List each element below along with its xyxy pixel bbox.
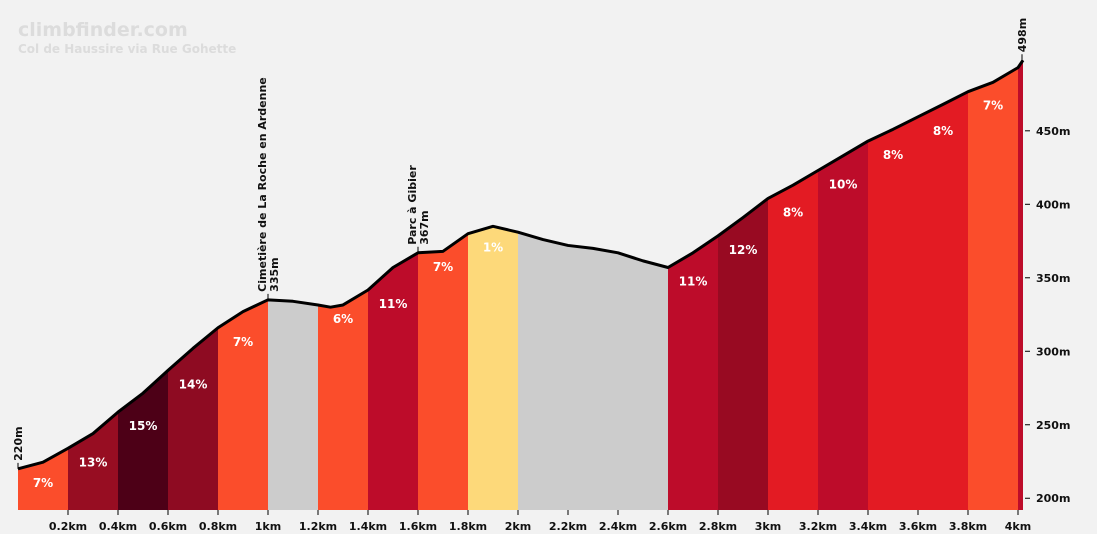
- grade-segment: [218, 299, 268, 510]
- grade-label: 7%: [33, 476, 53, 490]
- grade-segment: [818, 141, 868, 511]
- y-tick-label: 450m: [1036, 125, 1070, 138]
- x-tick-label: 3km: [755, 520, 781, 533]
- x-tick-label: 2.4km: [599, 520, 637, 533]
- grade-segment: [518, 232, 668, 510]
- annotation-elevation: 220m: [12, 426, 25, 460]
- x-tick-label: 4km: [1005, 520, 1031, 533]
- grade-label: 7%: [433, 260, 453, 274]
- y-tick-label: 350m: [1036, 272, 1070, 285]
- y-tick-label: 250m: [1036, 419, 1070, 432]
- grade-segment: [118, 370, 168, 510]
- x-tick-label: 0.4km: [99, 520, 137, 533]
- grade-label: 8%: [883, 148, 903, 162]
- grade-segment: [768, 170, 818, 510]
- grade-label: 1%: [483, 241, 503, 255]
- annotation-elevation: 498m: [1016, 18, 1029, 52]
- grade-label: 8%: [933, 124, 953, 138]
- x-tick-label: 1.2km: [299, 520, 337, 533]
- x-tick-label: 1.4km: [349, 520, 387, 533]
- x-tick-label: 2.8km: [699, 520, 737, 533]
- grade-segment: [418, 233, 468, 510]
- grade-label: 14%: [179, 377, 208, 391]
- profile-line: [17, 59, 1025, 471]
- grade-label: 11%: [679, 274, 708, 288]
- x-tick-label: 1.6km: [399, 520, 437, 533]
- grade-label: 7%: [233, 335, 253, 349]
- grade-label: 12%: [729, 243, 758, 257]
- grade-segment: [668, 235, 718, 510]
- grade-segment: [268, 299, 318, 510]
- grade-segment: [918, 91, 968, 510]
- grade-label: 10%: [829, 177, 858, 191]
- x-tick-label: 2km: [505, 520, 531, 533]
- grade-segment: [868, 116, 918, 510]
- grade-segment: [718, 198, 768, 510]
- grade-segment: [18, 448, 68, 510]
- chart-title: climbfinder.com: [18, 19, 188, 41]
- grade-segment: [1018, 60, 1023, 510]
- x-tick-label: 1.8km: [449, 520, 487, 533]
- grade-segment: [468, 226, 518, 510]
- x-tick-label: 3.4km: [849, 520, 887, 533]
- grade-segment: [318, 289, 368, 510]
- x-tick-label: 0.6km: [149, 520, 187, 533]
- y-tick-label: 200m: [1036, 492, 1070, 505]
- x-tick-label: 0.2km: [49, 520, 87, 533]
- grade-label: 8%: [783, 205, 803, 219]
- x-tick-label: 0.8km: [199, 520, 237, 533]
- x-tick-label: 3.2km: [799, 520, 837, 533]
- grade-segment: [68, 412, 118, 510]
- grade-label: 11%: [379, 297, 408, 311]
- annotation-name: Cimetière de La Roche en Ardenne: [256, 77, 269, 292]
- x-tick-label: 1km: [255, 520, 281, 533]
- grade-segment: [968, 67, 1018, 511]
- chart-subtitle: Col de Haussire via Rue Gohette: [18, 42, 236, 56]
- grade-segment: [368, 252, 418, 510]
- grade-label: 6%: [333, 312, 353, 326]
- x-tick-label: 2.2km: [549, 520, 587, 533]
- grade-segment: [168, 327, 218, 510]
- y-tick-label: 400m: [1036, 198, 1070, 211]
- grade-label: 15%: [129, 419, 158, 433]
- x-tick-label: 3.6km: [899, 520, 937, 533]
- annotation-name: Parc à Gibier: [406, 165, 419, 245]
- x-tick-label: 3.8km: [949, 520, 987, 533]
- grade-label: 7%: [983, 99, 1003, 113]
- grade-label: 13%: [79, 455, 108, 469]
- annotation-elevation: 367m: [418, 210, 431, 244]
- x-tick-label: 2.6km: [649, 520, 687, 533]
- y-tick-label: 300m: [1036, 345, 1070, 358]
- annotation-elevation: 335m: [268, 257, 281, 291]
